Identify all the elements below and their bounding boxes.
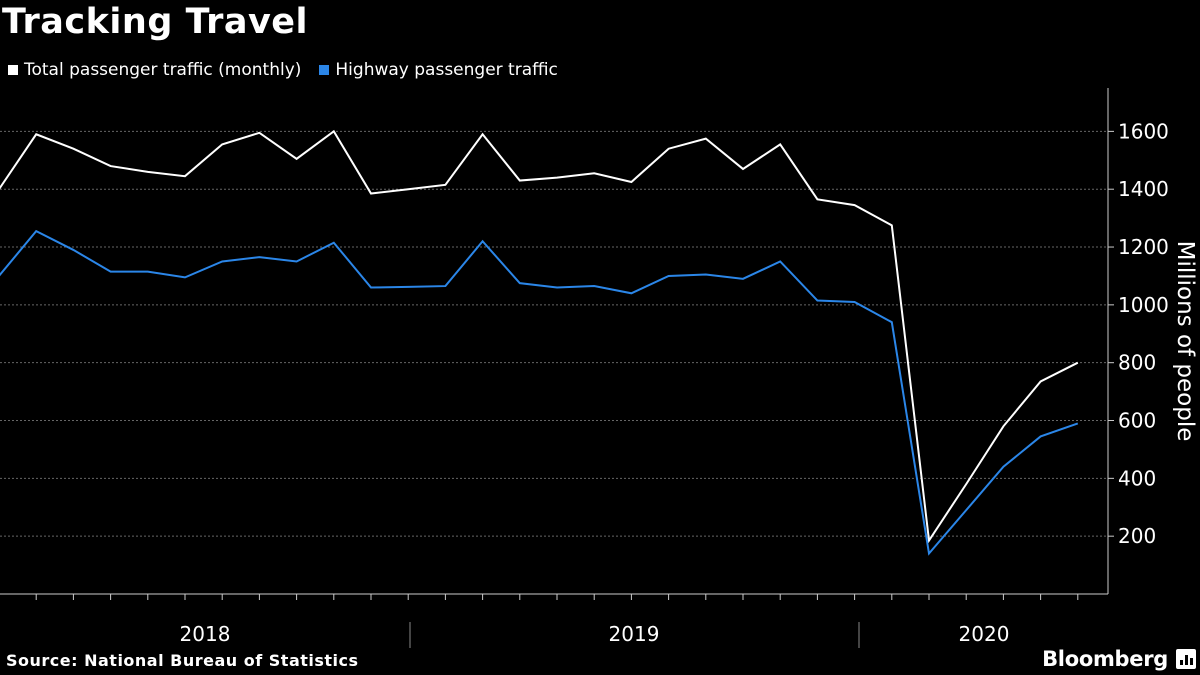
legend-swatch-total bbox=[8, 65, 18, 75]
legend-swatch-highway bbox=[319, 65, 330, 75]
legend-label-highway: Highway passenger traffic bbox=[335, 60, 558, 80]
legend-label-total: Total passenger traffic (monthly) bbox=[24, 60, 302, 80]
bloomberg-chart-icon bbox=[1176, 649, 1196, 669]
legend-item-highway: Highway passenger traffic bbox=[319, 60, 558, 80]
x-year-label: 2018 bbox=[180, 622, 231, 646]
y-tick-label: 800 bbox=[1118, 351, 1156, 375]
y-axis-title: Millions of people bbox=[1172, 241, 1198, 442]
y-tick-label: 1200 bbox=[1118, 235, 1169, 259]
legend-item-total: Total passenger traffic (monthly) bbox=[8, 60, 301, 80]
y-tick-label: 600 bbox=[1118, 409, 1156, 433]
x-year-label: 2020 bbox=[959, 622, 1010, 646]
y-tick-label: 1000 bbox=[1118, 293, 1169, 317]
series-line-highway bbox=[0, 229, 1079, 556]
y-tick-label: 400 bbox=[1118, 466, 1156, 490]
x-year-label: 2019 bbox=[609, 622, 660, 646]
y-tick-label: 1400 bbox=[1118, 177, 1169, 201]
y-tick-label: 1600 bbox=[1118, 119, 1169, 143]
y-tick-label: 200 bbox=[1118, 524, 1156, 548]
series-line-total bbox=[0, 129, 1079, 544]
brand-logo: Bloomberg bbox=[1042, 647, 1168, 671]
chart-title: Tracking Travel bbox=[2, 2, 309, 42]
source-note: Source: National Bureau of Statistics bbox=[6, 651, 359, 670]
legend: Total passenger traffic (monthly) Highwa… bbox=[8, 60, 558, 80]
